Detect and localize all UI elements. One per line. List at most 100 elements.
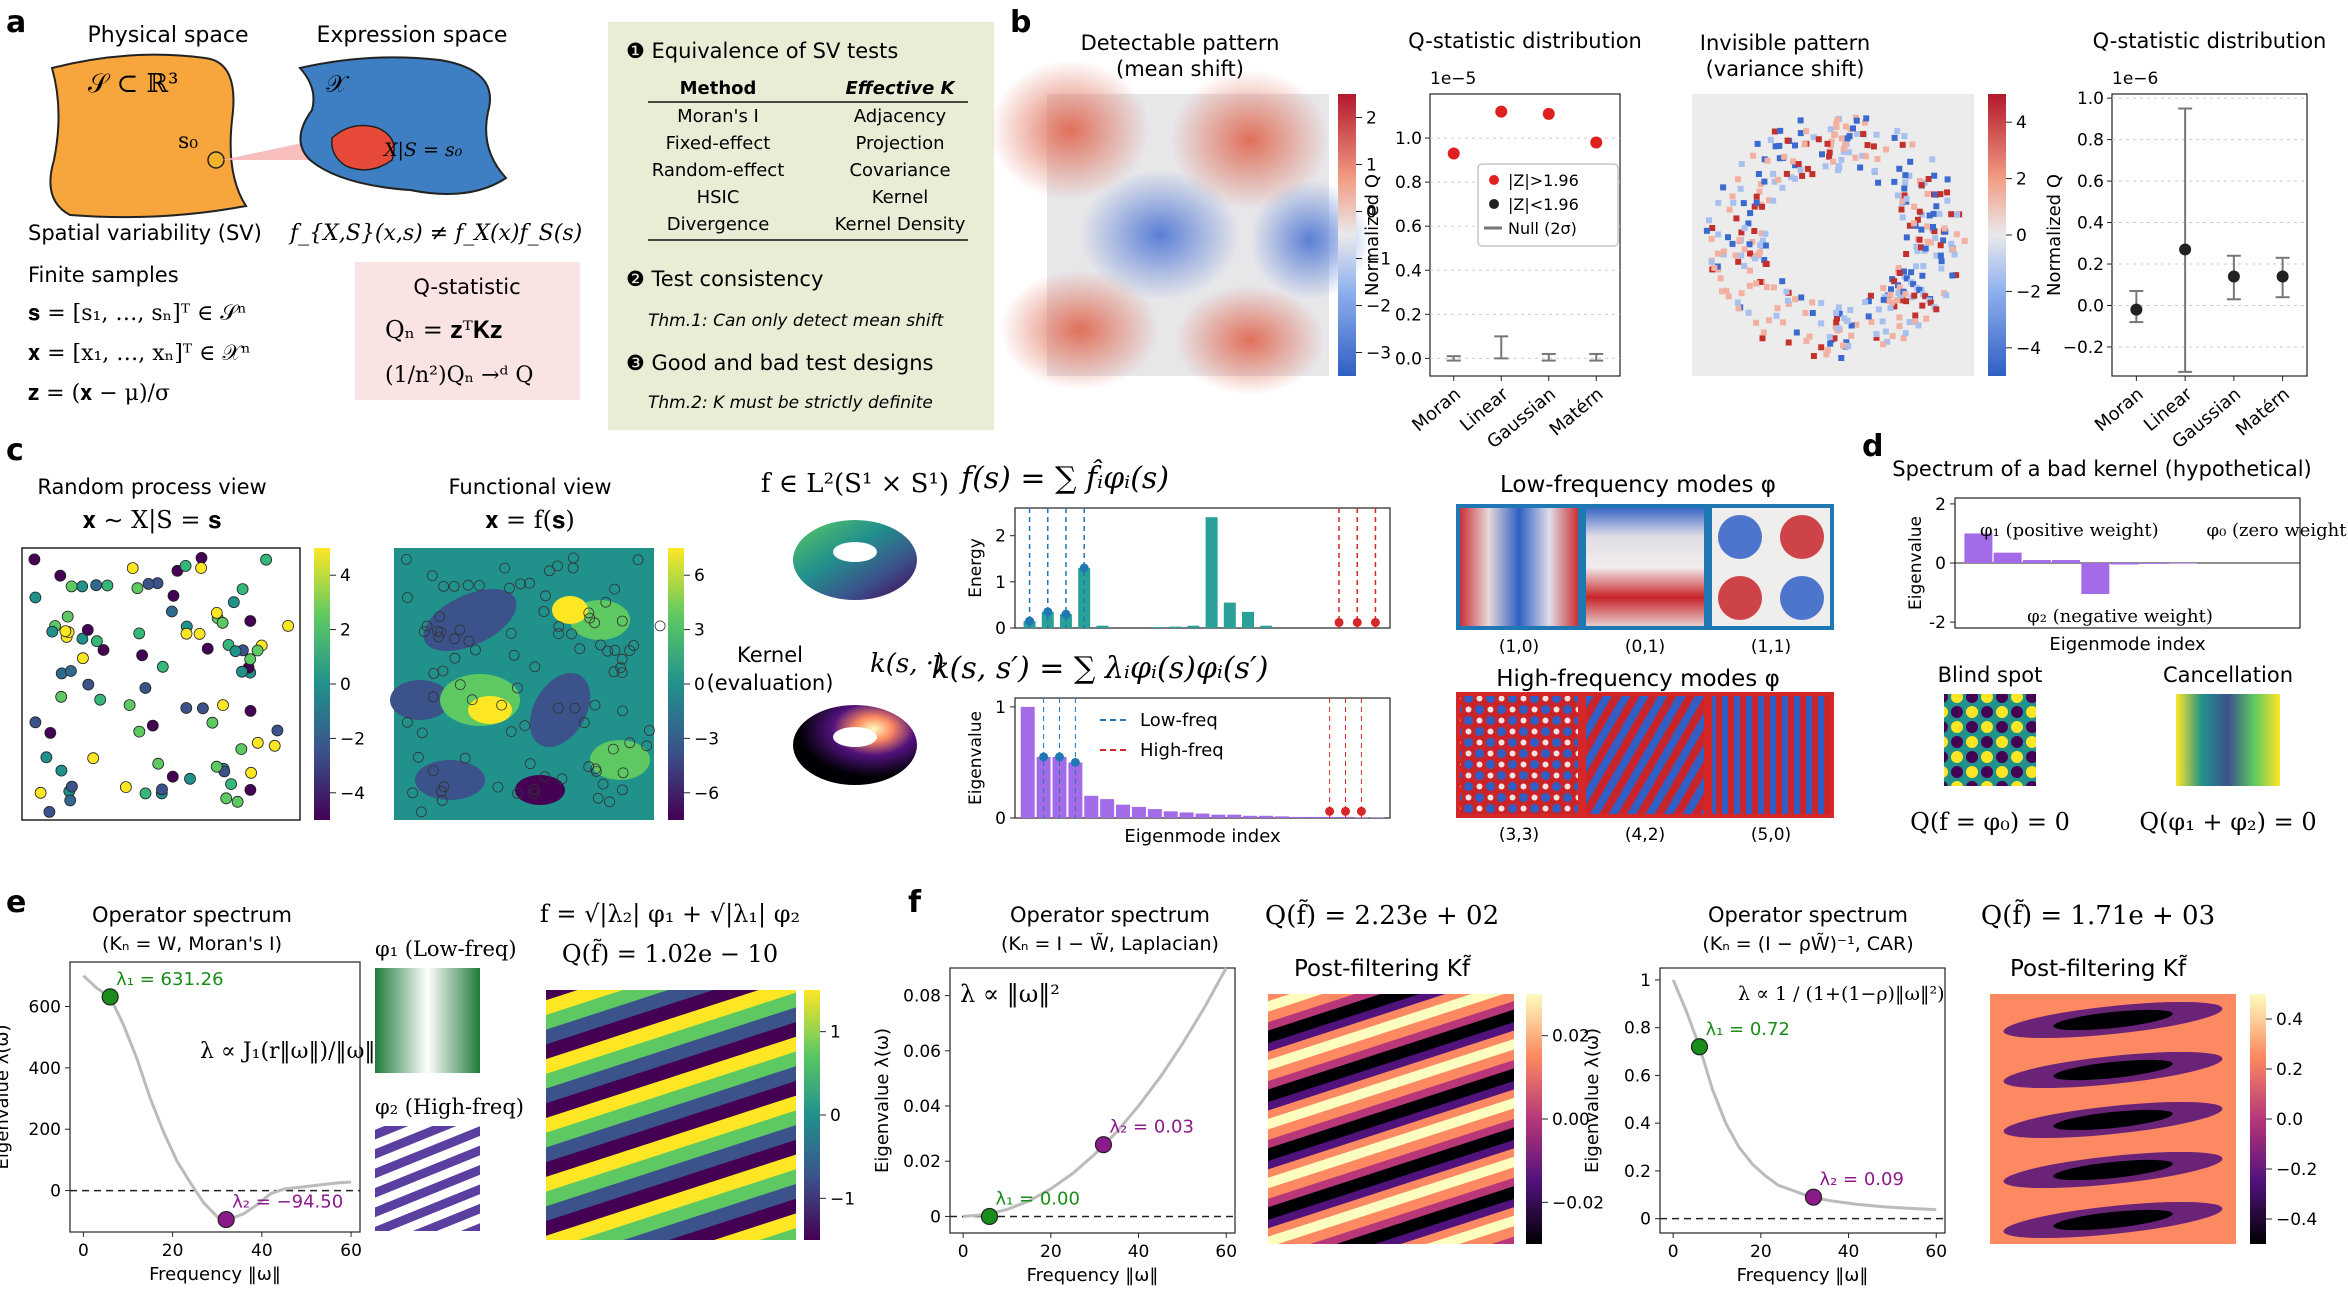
sample-point <box>76 580 89 593</box>
y-tick-label: 0.06 <box>903 1042 941 1062</box>
sample-point <box>195 562 208 574</box>
noise-cell <box>1766 197 1772 204</box>
physical-set-label: 𝒮 ⊂ ℝ³ <box>88 69 178 99</box>
kernel-decomposition-eq: k(s, s′) = ∑ λᵢφᵢ(s)φᵢ(s′) <box>932 651 1269 686</box>
sample-point <box>97 644 110 656</box>
invisible-heatmap <box>1692 94 1974 376</box>
noise-cell <box>1809 310 1816 316</box>
sample-location <box>567 562 579 574</box>
eigen-bar <box>1211 814 1226 818</box>
noise-cell <box>1885 298 1892 304</box>
q-statistic-title: Q-statistic <box>413 275 520 299</box>
mode-4-2 <box>1582 692 1708 818</box>
y-tick-label: 0.2 <box>2077 255 2104 275</box>
y-axis-label: Eigenvalue λ(ω) <box>0 1025 13 1170</box>
eigen-point <box>217 1210 235 1229</box>
noise-cell <box>1753 319 1760 326</box>
noise-cell <box>1770 284 1777 291</box>
sample-point <box>94 693 107 706</box>
noise-cell <box>1725 293 1732 300</box>
noise-cell <box>1711 264 1718 271</box>
noise-cell <box>1899 214 1906 221</box>
colorbar-tick-label: 0.2 <box>2276 1060 2303 1080</box>
noise-cell <box>1941 225 1948 232</box>
consistency-heading: ❷ Test consistency <box>626 267 823 291</box>
y-tick-label: 1 <box>995 698 1006 718</box>
sample-location <box>583 607 595 619</box>
plot-frame <box>1014 507 1391 629</box>
noise-cell <box>1901 268 1907 275</box>
noise-cell <box>1838 135 1845 142</box>
legend-null-label: Null (2σ) <box>1508 219 1577 238</box>
sample-point <box>59 625 72 637</box>
laplacian-spectrum-title-2: (Kₙ = I − W̃, Laplacian) <box>1001 933 1219 955</box>
noise-cell <box>1766 317 1772 324</box>
noise-cell <box>1889 333 1896 339</box>
expression-set-label: 𝒳 <box>326 70 350 98</box>
sample-location <box>615 662 626 674</box>
sample-location <box>617 705 628 717</box>
panel-label-f: f <box>908 885 922 920</box>
noise-cell <box>1894 192 1901 199</box>
x-tick-label: 60 <box>1215 1242 1237 1262</box>
plot-frame <box>1429 93 1621 377</box>
sample-point <box>216 616 229 629</box>
cancellation-eq: Q(φ₁ + φ₂) = 0 <box>2139 808 2316 836</box>
noise-cell <box>1880 285 1887 292</box>
energy-bar <box>1059 614 1072 628</box>
noise-cell <box>1938 265 1945 272</box>
eigen-bar <box>1259 815 1274 818</box>
energy-bar <box>1242 611 1255 628</box>
s0-point <box>207 151 225 169</box>
noise-cell <box>1887 291 1894 298</box>
q-distribution-plot-1: Q-statistic distribution 1e−5 0.0 0.2 0.4 0.6… <box>1362 29 1642 453</box>
colorbar-tick-label: 0 <box>2016 226 2027 246</box>
y-tick-label: 0 <box>995 809 1006 829</box>
sample-point <box>231 795 244 808</box>
colorbar-tick-label: −2 <box>1366 297 1391 317</box>
noise-cell <box>1730 199 1737 206</box>
eigen-point <box>1804 1188 1823 1206</box>
noise-cell <box>1827 126 1834 133</box>
function-decomposition-eq: f(s) = ∑ f̂ᵢφᵢ(s) <box>959 459 1169 496</box>
sample-point <box>180 702 193 714</box>
sample-point <box>210 760 223 773</box>
x-tick-label: 60 <box>340 1241 362 1261</box>
sample-location <box>401 716 413 728</box>
noise-cell <box>1911 203 1918 210</box>
sample-point <box>196 702 209 715</box>
mode-marker <box>1025 616 1035 626</box>
noise-cell <box>1758 230 1765 237</box>
noise-cell <box>1914 248 1921 254</box>
sample-point <box>184 772 196 785</box>
noise-cell <box>1818 300 1825 306</box>
equivalence-box <box>608 22 994 430</box>
effective-k-name: Projection <box>855 133 944 154</box>
sample-location <box>426 570 438 582</box>
noise-cell <box>1841 315 1848 322</box>
eigen-point-label: λ₂ = 0.09 <box>1819 1169 1903 1190</box>
sample-location <box>583 761 595 773</box>
bad-kernel-spectrum: Spectrum of a bad kernel (hypothetical) -… <box>1892 457 2312 655</box>
combined-colorbar <box>804 990 820 1240</box>
design-heading: ❸ Good and bad test designs <box>626 351 933 375</box>
x-vector-eq: 𝐱 = [x₁, …, xₙ]ᵀ ∈ 𝒳ⁿ <box>28 341 251 366</box>
eigen-point <box>980 1207 999 1226</box>
noise-cell <box>1729 240 1736 247</box>
noise-cell <box>1764 157 1771 164</box>
noise-cell <box>1733 215 1740 222</box>
car-colorbar <box>2250 994 2266 1244</box>
eigen-bar <box>1195 813 1210 818</box>
invisible-title-1: Invisible pattern <box>1700 31 1870 55</box>
laplacian-colorbar <box>1526 994 1542 1244</box>
sample-location <box>616 667 628 678</box>
noise-cell <box>1708 235 1715 242</box>
mode-marker <box>1352 617 1362 627</box>
noise-cell <box>1793 329 1800 336</box>
noise-cell <box>1759 335 1766 342</box>
finite-samples-label: Finite samples <box>28 263 179 287</box>
panel-label-c: c <box>6 433 24 468</box>
sample-location <box>602 645 613 657</box>
sample-point <box>46 625 59 638</box>
